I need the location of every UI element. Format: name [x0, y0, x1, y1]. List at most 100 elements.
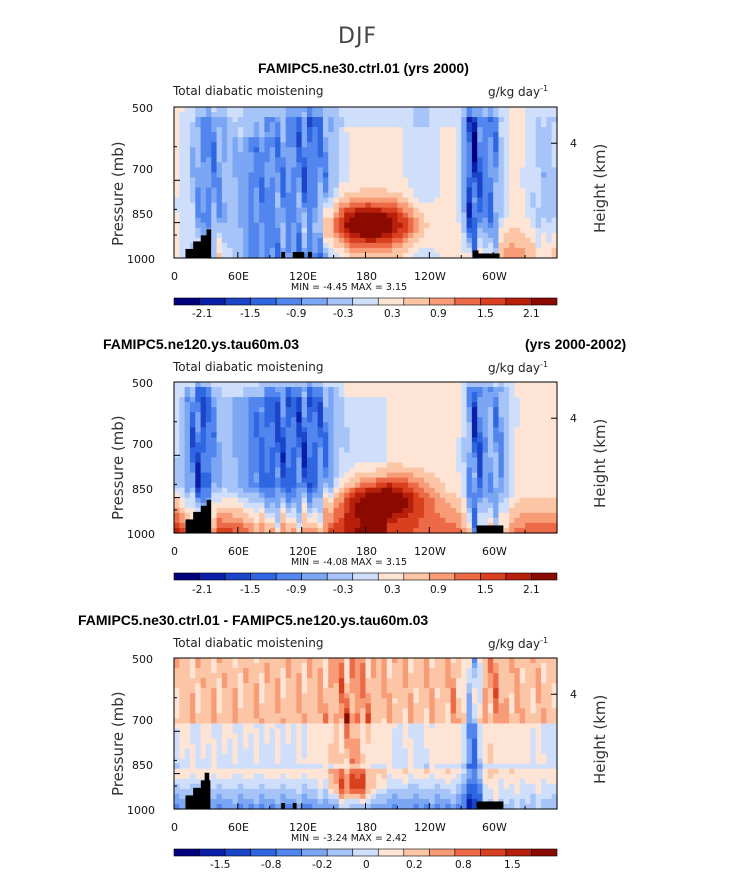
contour-cell [184, 137, 191, 143]
contour-cell [429, 397, 436, 403]
contour-cell [275, 447, 281, 454]
contour-cell [317, 492, 324, 499]
contour-cell [439, 247, 446, 254]
contour-cell [466, 683, 473, 689]
contour-cell [205, 217, 212, 224]
contour-cell [471, 683, 478, 689]
contour-cell [211, 452, 218, 459]
contour-cell [269, 192, 276, 199]
contour-cell [392, 527, 399, 534]
contour-cell [248, 472, 255, 479]
contour-cell [434, 192, 441, 199]
contour-cell [344, 232, 351, 239]
contour-cell [344, 227, 351, 234]
contour-cell [344, 472, 351, 479]
contour-cell [344, 663, 351, 669]
contour-cell [211, 522, 218, 529]
contour-cell [243, 137, 250, 143]
contour-cell [211, 237, 218, 244]
contour-cell [360, 202, 367, 209]
contour-cell [514, 172, 521, 179]
contour-cell [344, 442, 351, 449]
contour-cell [408, 217, 414, 224]
contour-cell [525, 457, 531, 464]
contour-cell [301, 402, 308, 408]
contour-cell [264, 242, 271, 249]
contour-cell [291, 668, 297, 674]
contour-cell [216, 127, 223, 133]
contour-cell [195, 112, 202, 118]
contour-cell [535, 507, 542, 514]
contour-cell [466, 182, 473, 189]
contour-cell [514, 507, 521, 514]
contour-cell [280, 658, 287, 664]
contour-cell [221, 177, 228, 184]
contour-cell [424, 167, 430, 174]
contour-cell [211, 382, 218, 388]
contour-cell [184, 658, 191, 664]
contour-cell [546, 172, 553, 179]
contour-cell [275, 668, 281, 674]
contour-cell [493, 402, 500, 408]
contour-cell [530, 507, 537, 514]
contour-cell [306, 432, 313, 438]
contour-cell [232, 122, 239, 128]
contour-cell [551, 237, 558, 244]
contour-cell [237, 412, 244, 418]
contour-cell [471, 472, 478, 479]
contour-cell [450, 482, 457, 489]
contour-cell [434, 172, 441, 179]
contour-cell [525, 112, 531, 118]
contour-cell [322, 502, 329, 509]
contour-cell [392, 142, 399, 148]
contour-cell [530, 122, 537, 128]
contour-cell [227, 152, 234, 158]
contour-cell [424, 207, 430, 214]
contour-cell [477, 462, 484, 469]
contour-cell [439, 222, 446, 229]
contour-cell [354, 192, 361, 199]
contour-cell [455, 432, 462, 438]
contour-cell [280, 162, 287, 168]
contour-cell [349, 177, 356, 184]
contour-cell [275, 152, 281, 158]
contour-cell [264, 137, 271, 143]
contour-cell [455, 492, 462, 499]
contour-cell [275, 397, 281, 403]
contour-cell [285, 668, 292, 674]
contour-cell [296, 693, 303, 699]
contour-cell [376, 683, 383, 689]
contour-cell [370, 237, 377, 244]
contour-cell [259, 497, 266, 504]
contour-cell [259, 132, 266, 138]
contour-cell [184, 182, 191, 189]
contour-cell [333, 663, 340, 669]
contour-cell [349, 192, 356, 199]
contour-cell [237, 117, 244, 123]
contour-cell [551, 107, 558, 113]
contour-cell [450, 477, 457, 484]
contour-cell [211, 252, 218, 259]
contour-cell [360, 187, 367, 194]
contour-cell [450, 437, 457, 443]
contour-cell [519, 127, 526, 133]
contour-cell [450, 673, 457, 679]
contour-cell [392, 457, 399, 464]
contour-cell [174, 382, 180, 388]
contour-cell [434, 167, 441, 174]
contour-cell [514, 252, 521, 259]
contour-cell [514, 197, 521, 204]
contour-cell [189, 237, 196, 244]
contour-cell [200, 212, 207, 219]
contour-cell [376, 467, 383, 474]
contour-cell [221, 683, 228, 689]
contour-cell [259, 452, 266, 459]
contour-cell [349, 467, 356, 474]
contour-cell [354, 172, 361, 179]
contour-cell [280, 242, 287, 249]
contour-cell [386, 202, 393, 209]
contour-cell [482, 222, 489, 229]
contour-cell [174, 197, 180, 204]
contour-cell [482, 688, 489, 694]
contour-cell [344, 147, 351, 153]
